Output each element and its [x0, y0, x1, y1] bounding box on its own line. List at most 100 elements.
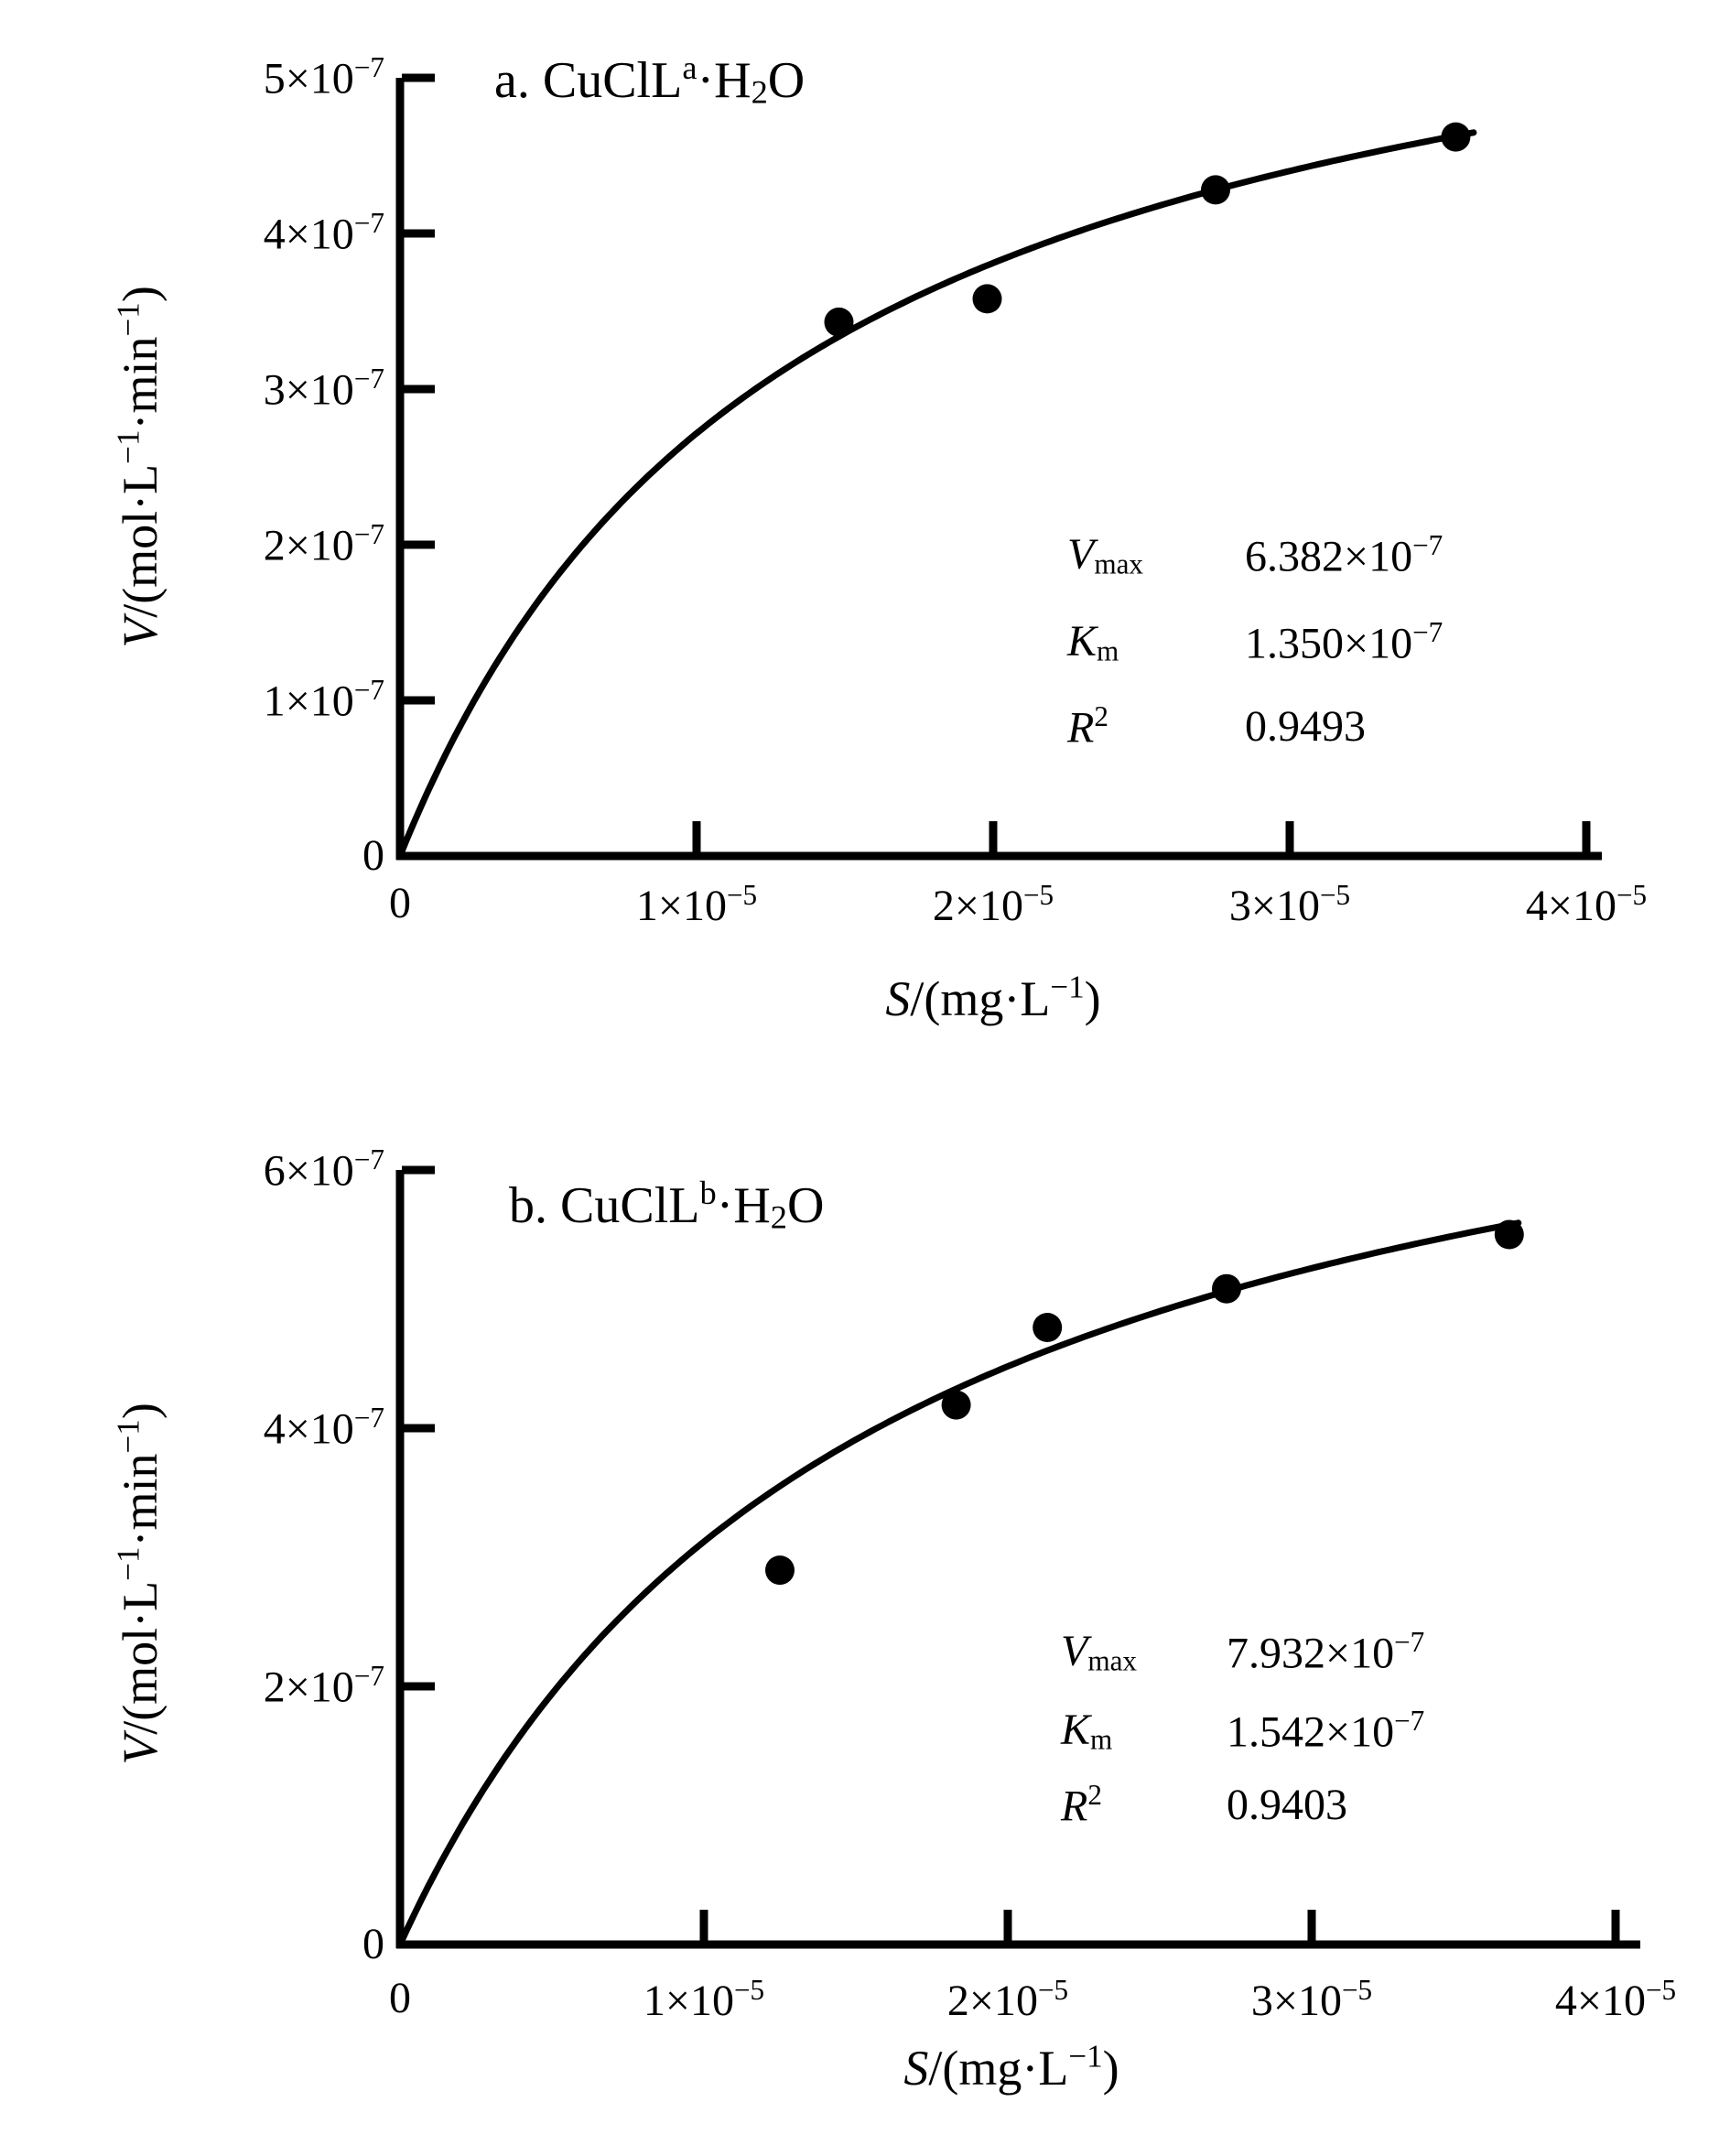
text-fragment: /(mol·L — [112, 1580, 168, 1735]
chart-a-x-axis-label: S/(mg·L−1) — [885, 969, 1101, 1026]
chart-b-stat-label-Vmax: Vmax — [1061, 1626, 1138, 1677]
text-fragment: V — [112, 1734, 168, 1765]
chart-b-x-tick-label-2: 2×10−5 — [946, 1974, 1069, 2026]
text-fragment: 1×10 — [263, 677, 354, 726]
text-fragment: −7 — [353, 51, 384, 84]
text-fragment: 3×10 — [263, 365, 354, 415]
text-fragment: −5 — [1645, 1974, 1677, 2006]
chart-a-y-tick-label-3: 3×10−7 — [263, 363, 384, 415]
chart-a-y-axis-label: V/(mol·L−1·min−1) — [110, 286, 168, 648]
chart-b-y-tick-label-0: 0 — [362, 1921, 384, 1967]
text-fragment: −7 — [353, 363, 384, 395]
text-fragment: −7 — [353, 1143, 384, 1176]
text-fragment: −1 — [110, 429, 146, 464]
text-fragment: −7 — [353, 1660, 384, 1693]
text-fragment: /(mg·L — [910, 970, 1051, 1026]
text-fragment: a — [682, 49, 697, 86]
text-fragment: −7 — [1412, 529, 1443, 562]
text-fragment: ) — [1102, 2040, 1119, 2096]
text-fragment: −7 — [1394, 1705, 1425, 1738]
text-fragment: 1.542×10 — [1227, 1707, 1395, 1757]
text-fragment: 0.9493 — [1245, 701, 1366, 751]
text-fragment: 3×10 — [1250, 1977, 1342, 2026]
chart-a-data-point — [824, 307, 854, 337]
chart-a-x-tick-label-4: 4×10−5 — [1526, 880, 1647, 930]
text-fragment: 1×10 — [643, 1977, 734, 2026]
chart-a-y-tick-label-2: 2×10−7 — [263, 518, 384, 570]
chart-b-y-axis-label: V/(mol·L−1·min−1) — [110, 1403, 168, 1765]
text-fragment: 4×10 — [263, 210, 354, 259]
text-fragment: −1 — [1068, 2038, 1103, 2075]
text-fragment: O — [786, 1177, 825, 1235]
text-fragment: /(mol·L — [112, 463, 168, 618]
text-fragment: max — [1094, 547, 1144, 580]
chart-a-stat-label-Vmax: Vmax — [1067, 529, 1144, 580]
text-fragment: 1×10 — [635, 882, 727, 931]
chart-a-stat-value-Vmax: 6.382×10−7 — [1245, 529, 1443, 580]
chart-b-y-tick-label-1: 2×10−7 — [263, 1660, 384, 1712]
chart-a-data-point — [1441, 122, 1471, 152]
text-fragment: K — [1061, 1705, 1091, 1754]
chart-b-y-tick-label-3: 6×10−7 — [264, 1143, 384, 1195]
text-fragment: 2×10 — [263, 1663, 354, 1712]
chart-a-title: a. CuClLa·H2O — [494, 50, 805, 110]
chart-b-stat-label-R2: R2 — [1061, 1779, 1102, 1831]
chart-a-stat-label-R2: R2 — [1067, 700, 1108, 752]
text-fragment: −7 — [1394, 1626, 1425, 1659]
text-fragment: −5 — [726, 879, 758, 911]
text-fragment: 2 — [770, 1198, 787, 1236]
chart-b-stat-label-Km: Km — [1061, 1705, 1113, 1756]
text-fragment: ·min — [112, 1453, 168, 1547]
text-fragment: 2×10 — [263, 521, 354, 570]
chart-b-x-axis-label: S/(mg·L−1) — [903, 2038, 1119, 2096]
chart-b-y-tick-label-2: 4×10−7 — [264, 1403, 384, 1453]
text-fragment: −7 — [1412, 616, 1443, 649]
text-fragment: 3×10 — [1228, 882, 1320, 931]
chart-b-x-tick-label-0: 0 — [389, 1974, 411, 2022]
text-fragment: −7 — [353, 518, 384, 551]
text-fragment: 7.932×10 — [1227, 1629, 1395, 1678]
text-fragment: −7 — [353, 674, 384, 707]
text-fragment: 0 — [389, 1974, 411, 2022]
text-fragment: R — [1061, 1782, 1088, 1831]
text-fragment: ) — [112, 1403, 168, 1420]
text-fragment: −1 — [110, 1419, 146, 1454]
text-fragment: −5 — [1022, 879, 1054, 911]
chart-a-x-tick-label-0: 0 — [389, 879, 411, 927]
text-fragment: b — [699, 1175, 717, 1211]
text-fragment: 0 — [389, 879, 411, 927]
text-fragment: 4×10 — [1554, 1977, 1646, 2026]
text-fragment: b. CuClL — [509, 1177, 700, 1235]
text-fragment: ·min — [112, 336, 168, 430]
chart-b-fit-curve — [396, 1219, 1522, 1948]
text-fragment: a. CuClL — [494, 52, 683, 110]
text-fragment: V — [1067, 529, 1095, 579]
chart-a-y-tick-label-1: 1×10−7 — [263, 674, 384, 726]
text-fragment: 2 — [1094, 700, 1108, 733]
text-fragment: max — [1087, 1644, 1138, 1677]
text-fragment: V — [1061, 1626, 1088, 1675]
text-fragment: /(mg·L — [928, 2040, 1069, 2096]
text-fragment: −5 — [1037, 1974, 1069, 2006]
chart-b-title: b. CuClLb·H2O — [509, 1176, 824, 1235]
text-fragment: −7 — [353, 1402, 384, 1435]
text-fragment: ) — [112, 286, 168, 303]
text-fragment: −5 — [1319, 879, 1351, 911]
chart-a-data-point — [972, 284, 1002, 314]
text-fragment: ·H — [697, 52, 751, 110]
chart-a-stat-label-Km: Km — [1067, 618, 1119, 666]
text-fragment: 2 — [751, 73, 768, 111]
text-fragment: ) — [1084, 970, 1101, 1026]
text-fragment: m — [1090, 1723, 1113, 1756]
text-fragment: −1 — [1050, 969, 1085, 1005]
chart-b-x-tick-label-3: 3×10−5 — [1250, 1975, 1372, 2026]
chart-a-stat-value-Km: 1.350×10−7 — [1245, 616, 1443, 667]
text-fragment: −5 — [733, 1974, 765, 2006]
text-fragment: 2×10 — [946, 1977, 1038, 2026]
chart-b-stat-value-Km: 1.542×10−7 — [1227, 1706, 1424, 1756]
text-fragment: 2 — [1087, 1779, 1102, 1812]
chart-a-x-tick-label-3: 3×10−5 — [1228, 879, 1351, 931]
